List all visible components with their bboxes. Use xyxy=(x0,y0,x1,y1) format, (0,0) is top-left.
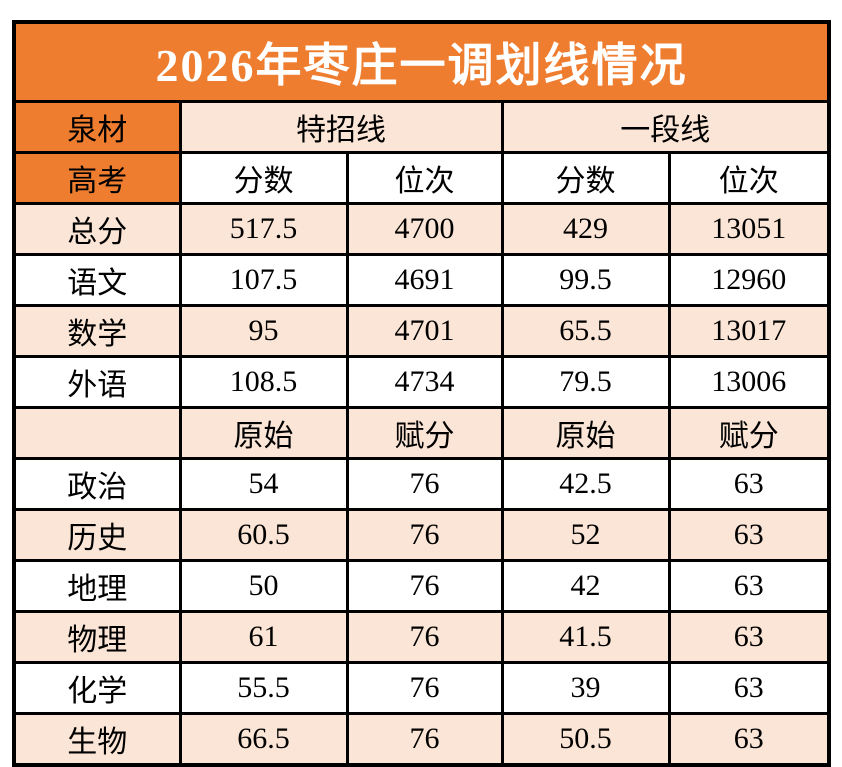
value-cell: 50.5 xyxy=(500,712,671,767)
group-header-first-segment-line: 一段线 xyxy=(500,100,831,154)
value-cell: 4691 xyxy=(345,253,504,307)
score-table: 2026年枣庄一调划线情况 泉材 特招线 一段线 高考 分数 位次 分数 位次 … xyxy=(12,20,832,767)
subject-label-cell: 政治 xyxy=(12,457,182,511)
value-cell: 76 xyxy=(345,712,504,767)
value-cell: 54 xyxy=(178,457,349,511)
value-cell: 55.5 xyxy=(178,661,349,715)
table-row: 历史 60.5 76 52 63 xyxy=(12,508,831,562)
subject-label-cell: 生物 xyxy=(12,712,182,767)
subheader-raw: 原始 xyxy=(500,406,671,460)
group-header-special-line: 特招线 xyxy=(178,100,504,154)
value-cell: 4700 xyxy=(345,202,504,256)
corner-cell-top: 泉材 xyxy=(12,100,182,154)
subject-label-cell: 地理 xyxy=(12,559,182,613)
value-cell: 4701 xyxy=(345,304,504,358)
value-cell: 13051 xyxy=(667,202,831,256)
value-cell: 39 xyxy=(500,661,671,715)
table-row: 语文 107.5 4691 99.5 12960 xyxy=(12,253,831,307)
subheader-raw: 原始 xyxy=(178,406,349,460)
value-cell: 107.5 xyxy=(178,253,349,307)
value-cell: 41.5 xyxy=(500,610,671,664)
corner-cell-bottom: 高考 xyxy=(12,151,182,205)
table-row: 原始 赋分 原始 赋分 xyxy=(12,406,831,460)
subject-label-cell: 外语 xyxy=(12,355,182,409)
value-cell: 65.5 xyxy=(500,304,671,358)
value-cell: 76 xyxy=(345,661,504,715)
table-row: 2026年枣庄一调划线情况 xyxy=(12,20,831,103)
value-cell: 13006 xyxy=(667,355,831,409)
table-row: 外语 108.5 4734 79.5 13006 xyxy=(12,355,831,409)
subheader-rank: 位次 xyxy=(667,151,831,205)
value-cell: 63 xyxy=(667,712,831,767)
value-cell: 42 xyxy=(500,559,671,613)
value-cell: 63 xyxy=(667,508,831,562)
value-cell: 63 xyxy=(667,457,831,511)
value-cell: 63 xyxy=(667,610,831,664)
table-title: 2026年枣庄一调划线情况 xyxy=(12,20,831,103)
value-cell: 63 xyxy=(667,661,831,715)
value-cell: 517.5 xyxy=(178,202,349,256)
value-cell: 63 xyxy=(667,559,831,613)
value-cell: 76 xyxy=(345,610,504,664)
subject-label-cell: 数学 xyxy=(12,304,182,358)
table-row: 化学 55.5 76 39 63 xyxy=(12,661,831,715)
subheader-converted: 赋分 xyxy=(667,406,831,460)
empty-corner-cell xyxy=(12,406,182,460)
subject-label-cell: 语文 xyxy=(12,253,182,307)
subject-label-cell: 物理 xyxy=(12,610,182,664)
table-row: 政治 54 76 42.5 63 xyxy=(12,457,831,511)
value-cell: 50 xyxy=(178,559,349,613)
value-cell: 66.5 xyxy=(178,712,349,767)
value-cell: 76 xyxy=(345,508,504,562)
subheader-rank: 位次 xyxy=(345,151,504,205)
subheader-converted: 赋分 xyxy=(345,406,504,460)
value-cell: 95 xyxy=(178,304,349,358)
table-row: 地理 50 76 42 63 xyxy=(12,559,831,613)
table-row: 数学 95 4701 65.5 13017 xyxy=(12,304,831,358)
value-cell: 4734 xyxy=(345,355,504,409)
subheader-score: 分数 xyxy=(500,151,671,205)
value-cell: 52 xyxy=(500,508,671,562)
value-cell: 42.5 xyxy=(500,457,671,511)
value-cell: 76 xyxy=(345,457,504,511)
subject-label-cell: 历史 xyxy=(12,508,182,562)
value-cell: 79.5 xyxy=(500,355,671,409)
value-cell: 13017 xyxy=(667,304,831,358)
table-row: 生物 66.5 76 50.5 63 xyxy=(12,712,831,767)
subheader-score: 分数 xyxy=(178,151,349,205)
value-cell: 108.5 xyxy=(178,355,349,409)
value-cell: 12960 xyxy=(667,253,831,307)
subject-label-cell: 总分 xyxy=(12,202,182,256)
value-cell: 76 xyxy=(345,559,504,613)
value-cell: 60.5 xyxy=(178,508,349,562)
value-cell: 429 xyxy=(500,202,671,256)
table-row: 泉材 特招线 一段线 xyxy=(12,100,831,154)
value-cell: 99.5 xyxy=(500,253,671,307)
subject-label-cell: 化学 xyxy=(12,661,182,715)
table-row: 高考 分数 位次 分数 位次 xyxy=(12,151,831,205)
table-row: 总分 517.5 4700 429 13051 xyxy=(12,202,831,256)
table-row: 物理 61 76 41.5 63 xyxy=(12,610,831,664)
value-cell: 61 xyxy=(178,610,349,664)
